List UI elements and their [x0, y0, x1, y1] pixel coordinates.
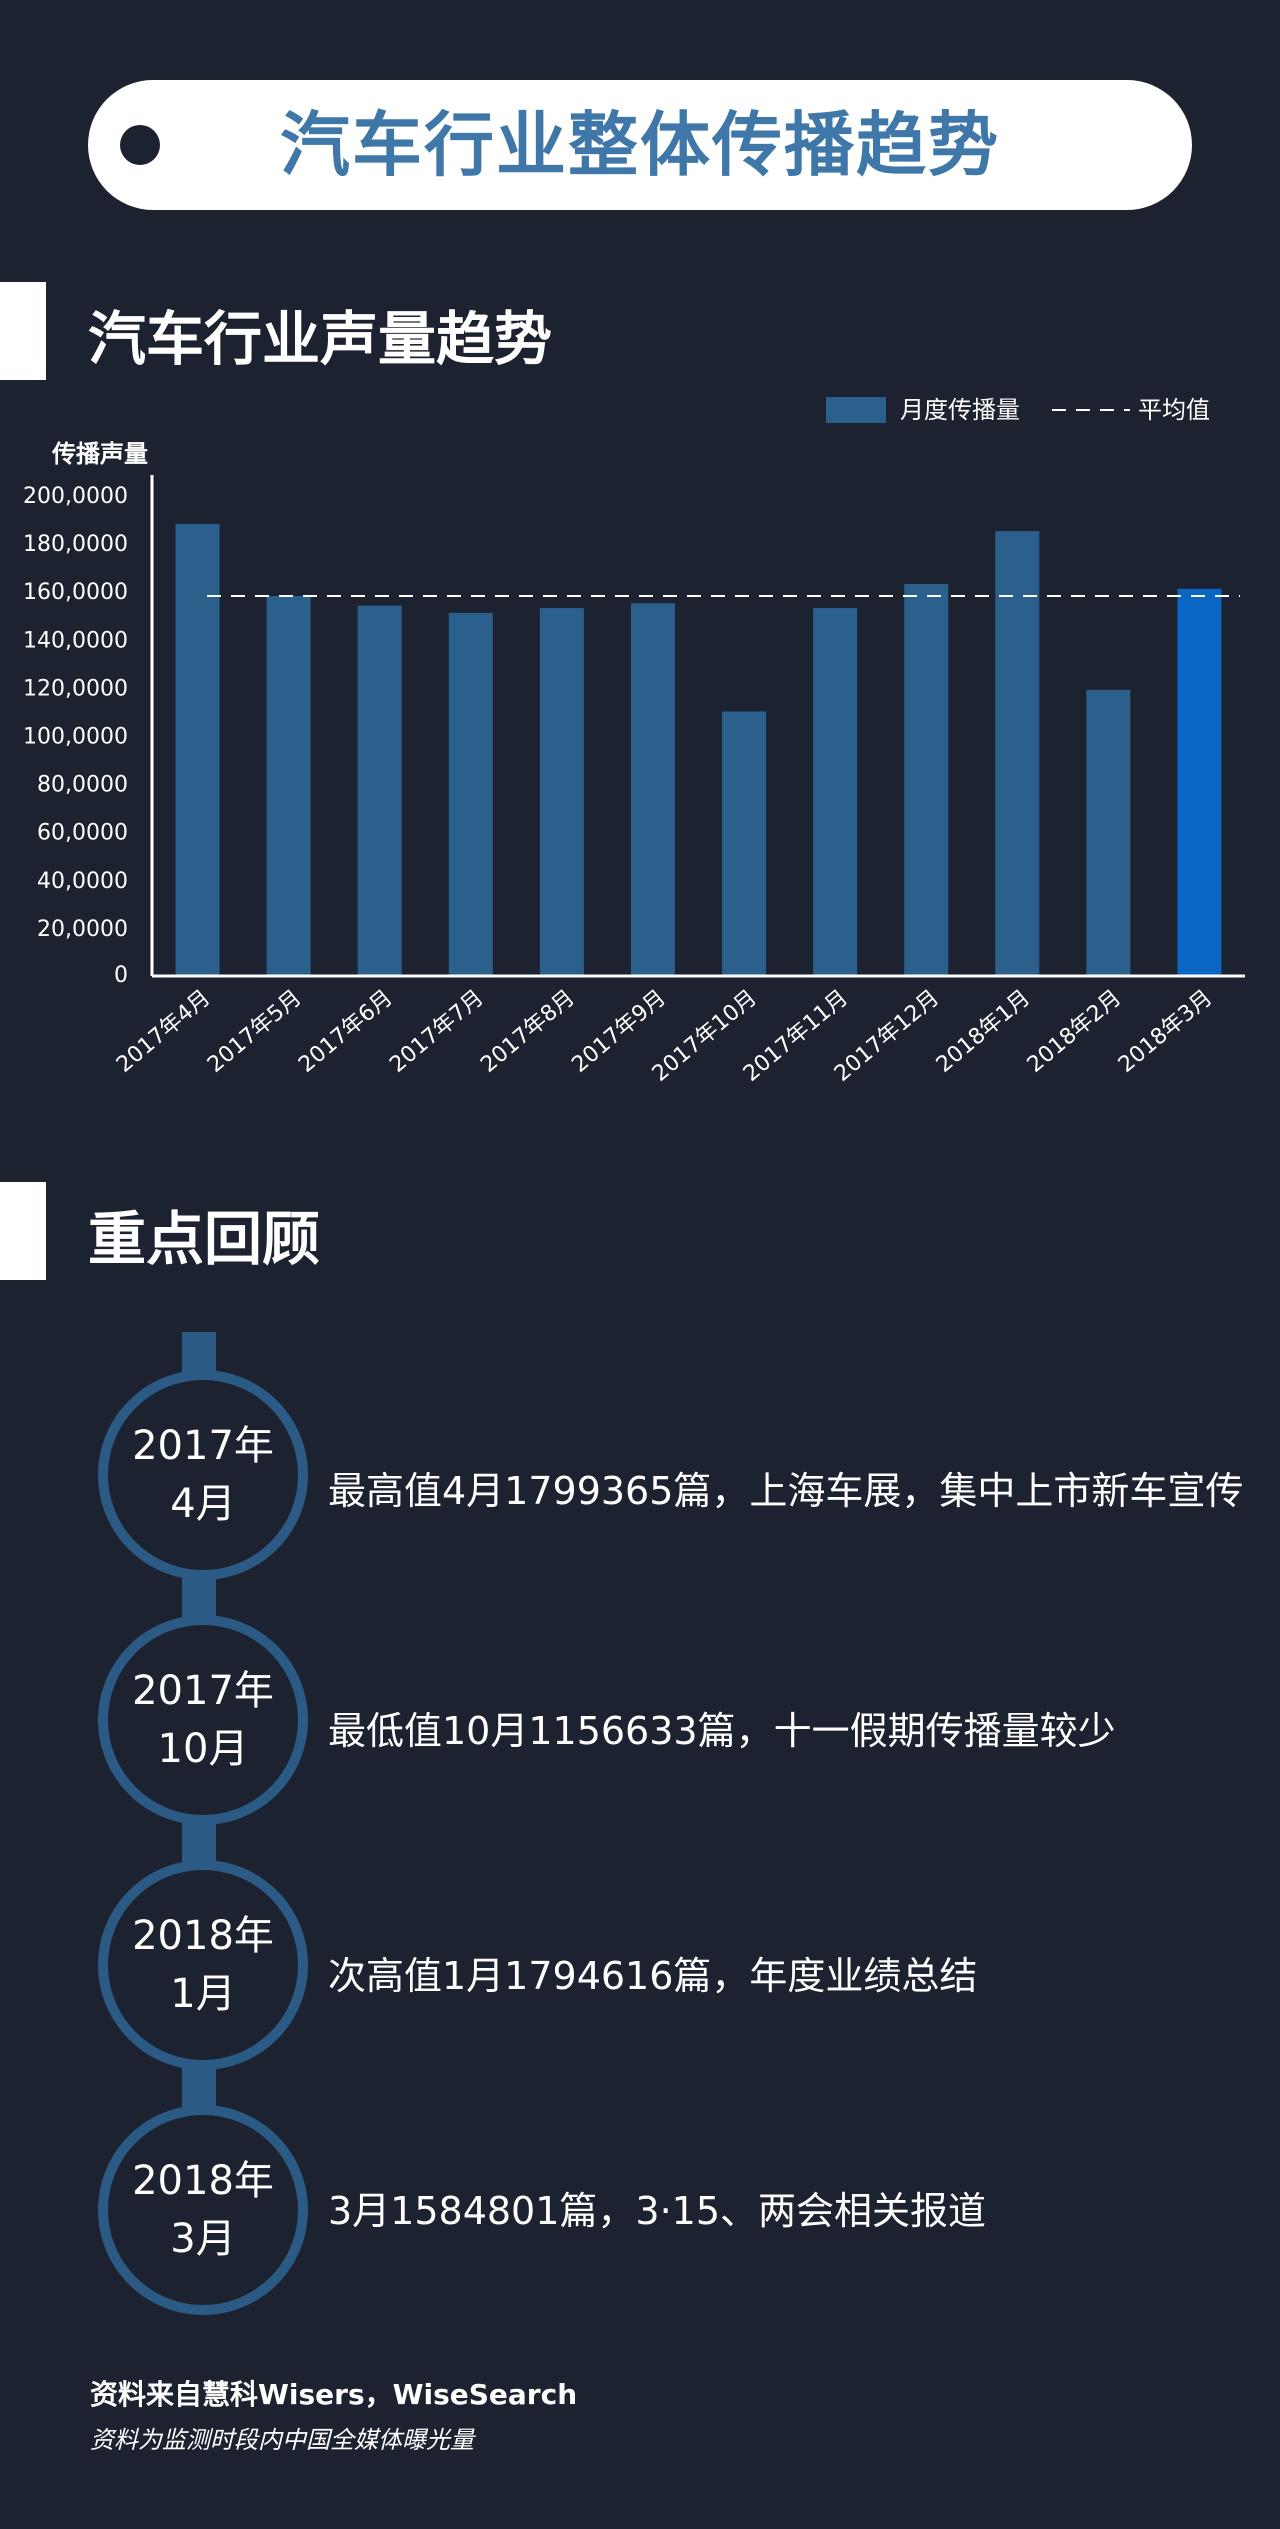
bar	[995, 531, 1040, 976]
bar	[1086, 689, 1131, 976]
y-tick-label: 60,0000	[37, 821, 128, 846]
footer-source: 资料来自慧科Wisers，WiseSearch	[90, 2378, 578, 2411]
bar	[1177, 588, 1222, 976]
timeline-year: 2017年	[132, 1423, 274, 1469]
bar	[448, 612, 493, 976]
title-banner: 汽车行业整体传播趋势	[88, 80, 1192, 210]
timeline-year: 2017年	[132, 1668, 274, 1714]
y-tick-label: 20,0000	[37, 917, 128, 942]
bar	[630, 603, 675, 976]
y-tick-label: 120,0000	[23, 676, 128, 701]
timeline-circle: 2017年 10月	[98, 1615, 308, 1825]
y-axis-label: 传播声量	[51, 440, 148, 468]
x-tick-label: 2017年4月	[112, 985, 215, 1077]
x-tick-label: 2017年7月	[385, 985, 488, 1077]
bar	[813, 608, 858, 976]
timeline-month: 3月	[170, 2216, 236, 2262]
timeline-circle: 2018年 3月	[98, 2105, 308, 2315]
timeline-month: 1月	[170, 1971, 236, 2017]
timeline-month: 4月	[170, 1481, 236, 1527]
timeline-circle: 2017年 4月	[98, 1370, 308, 1580]
timeline-text: 最低值10月1156633篇，十一假期传播量较少	[328, 1709, 1116, 1753]
timeline-month: 10月	[157, 1726, 249, 1772]
legend-label-bar: 月度传播量	[900, 396, 1020, 424]
section-title-review: 重点回顾	[88, 1205, 321, 1273]
bar	[175, 523, 220, 976]
section-title-trend: 汽车行业声量趋势	[88, 305, 553, 373]
x-tick-label: 2018年1月	[932, 985, 1035, 1077]
timeline-text: 最高值4月1799365篇，上海车展，集中上市新车宣传	[328, 1469, 1244, 1513]
bar	[357, 605, 402, 976]
section-marker	[0, 1182, 46, 1280]
y-tick-label: 160,0000	[23, 580, 128, 605]
bar	[266, 596, 311, 976]
page-title: 汽车行业整体传播趋势	[280, 104, 1000, 186]
y-tick-label: 100,0000	[23, 725, 128, 750]
footer-note: 资料为监测时段内中国全媒体曝光量	[90, 2426, 474, 2454]
x-tick-label: 2017年8月	[476, 985, 579, 1077]
timeline-year: 2018年	[132, 1913, 274, 1959]
bar	[539, 608, 584, 976]
timeline-text: 次高值1月1794616篇，年度业绩总结	[328, 1954, 978, 1998]
y-tick-label: 140,0000	[23, 628, 128, 653]
x-tick-label: 2017年5月	[203, 985, 306, 1077]
timeline-circle: 2018年 1月	[98, 1860, 308, 2070]
y-tick-label: 0	[114, 963, 128, 988]
section-marker	[0, 282, 46, 380]
bullet-dot-icon	[120, 125, 160, 165]
y-tick-label: 40,0000	[37, 869, 128, 894]
bar	[904, 583, 949, 976]
x-tick-label: 2017年6月	[294, 985, 397, 1077]
legend-label-average: 平均值	[1138, 396, 1210, 424]
timeline-text: 3月1584801篇，3·15、两会相关报道	[328, 2189, 987, 2233]
bar	[722, 711, 767, 976]
y-tick-label: 180,0000	[23, 532, 128, 557]
y-tick-label: 200,0000	[23, 484, 128, 509]
x-tick-label: 2018年2月	[1023, 985, 1126, 1077]
timeline-year: 2018年	[132, 2158, 274, 2204]
y-tick-label: 80,0000	[37, 773, 128, 798]
x-tick-label: 2018年3月	[1114, 985, 1217, 1077]
legend-swatch-bar	[826, 397, 886, 423]
